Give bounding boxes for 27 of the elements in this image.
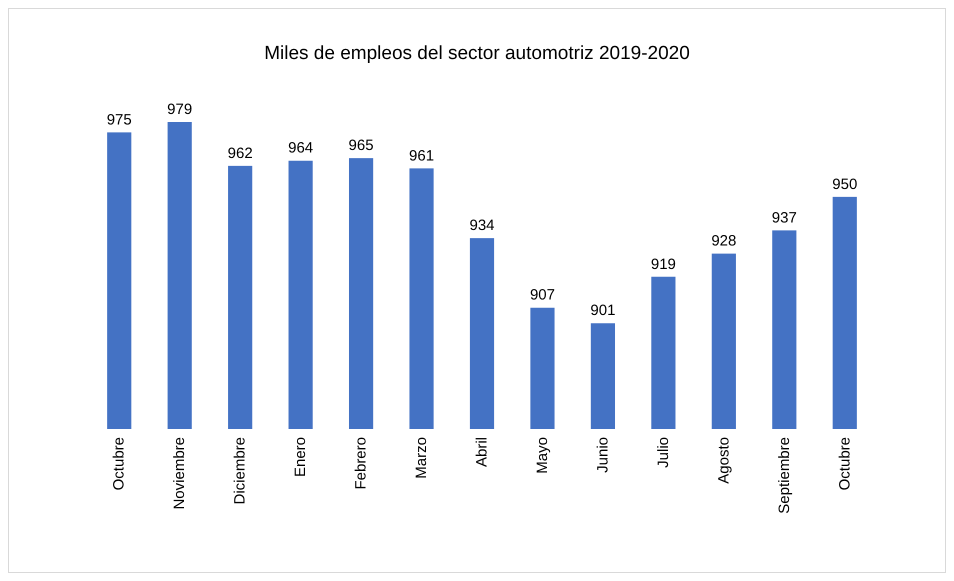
data-label: 962 — [228, 144, 253, 162]
x-tick-label: Junio — [594, 437, 612, 473]
x-tick-label: Marzo — [413, 437, 430, 479]
data-label: 919 — [650, 256, 676, 273]
x-tick-label: Septiembre — [776, 437, 793, 514]
x-tick-label: Abril — [474, 437, 490, 468]
data-label: 965 — [348, 137, 374, 154]
data-label: 937 — [772, 209, 797, 226]
data-label: 964 — [288, 140, 314, 157]
data-label: 907 — [530, 286, 555, 304]
chart-title: Miles de empleos del sector automotriz 2019-2020 — [264, 43, 690, 64]
x-tick-label: Octubre — [836, 437, 854, 490]
x-tick-label: Febrero — [352, 437, 370, 490]
data-label: 928 — [711, 232, 736, 250]
data-label: 934 — [469, 217, 495, 234]
x-tick-label: Mayo — [534, 437, 551, 474]
data-label: 975 — [106, 111, 132, 128]
data-label: 961 — [409, 147, 434, 164]
x-tick-label: Agosto — [715, 437, 732, 484]
x-tick-label: Enero — [292, 437, 310, 478]
x-tick-label: Julio — [654, 437, 672, 468]
data-label: 979 — [167, 101, 192, 118]
x-tick-label: Diciembre — [232, 437, 249, 505]
x-tick-label: Noviembre — [171, 437, 188, 510]
x-tick-label: Octubre — [110, 437, 128, 490]
data-label: 901 — [590, 302, 616, 320]
data-label: 950 — [832, 176, 858, 193]
